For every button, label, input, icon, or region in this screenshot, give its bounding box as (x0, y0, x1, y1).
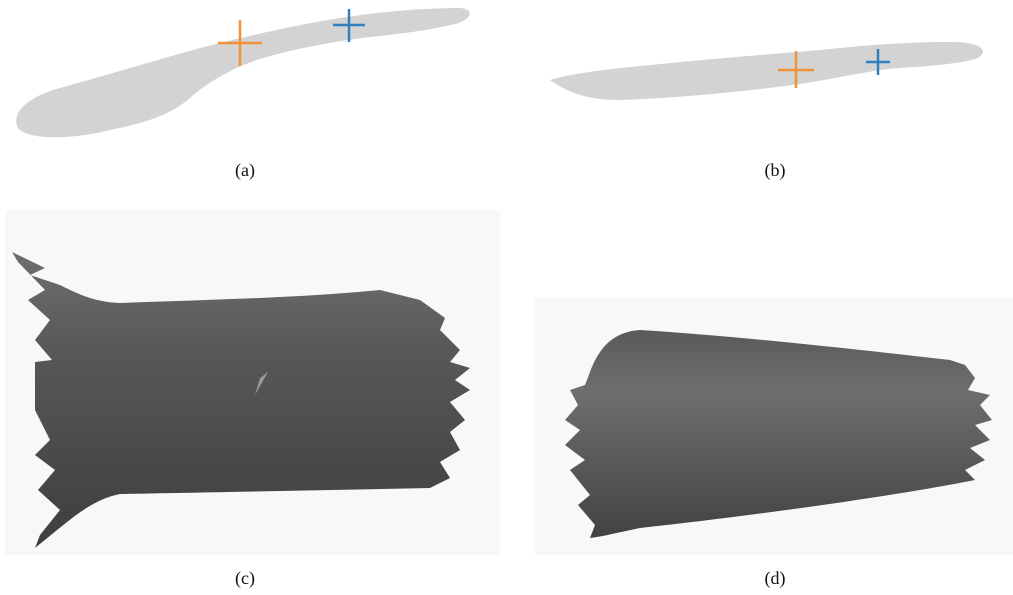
figure: (a) (b) (c) (d) (0, 0, 1013, 595)
panel-label: (a) (235, 160, 255, 181)
silhouette (16, 8, 469, 137)
panel-label: (d) (765, 568, 786, 589)
panel-label: (c) (235, 568, 255, 589)
panel-d: (d) (535, 298, 1013, 589)
panel-c: (c) (5, 210, 500, 589)
silhouette (550, 42, 983, 100)
panel-b: (b) (550, 42, 983, 181)
panel-label: (b) (765, 160, 786, 181)
panel-a: (a) (16, 8, 469, 181)
